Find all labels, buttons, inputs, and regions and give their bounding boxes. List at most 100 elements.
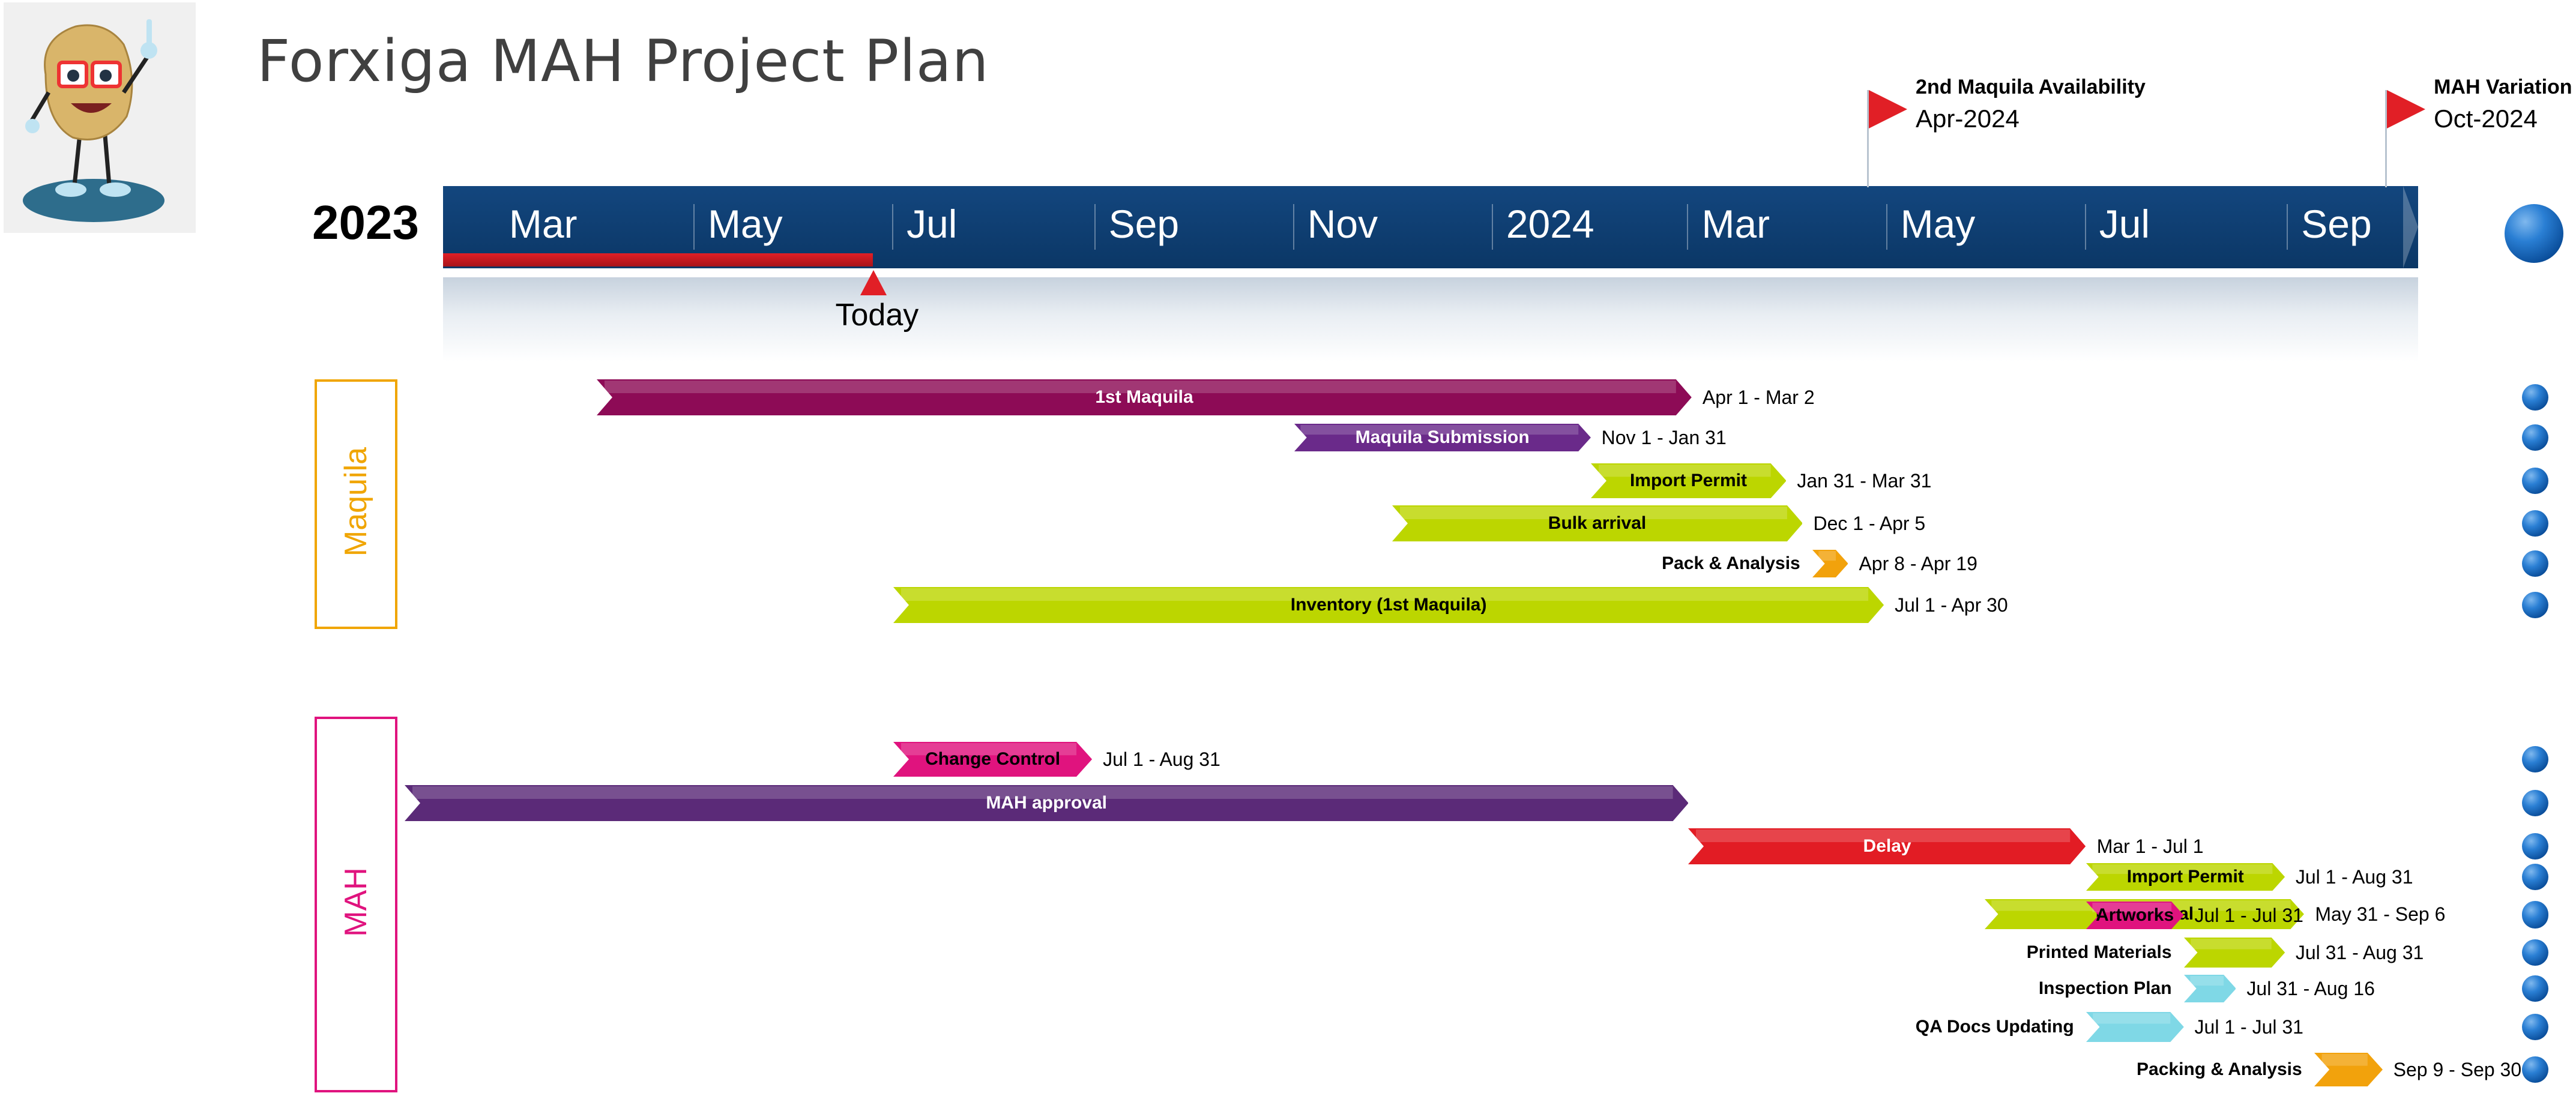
blue-sphere-icon [2522, 510, 2548, 537]
task-bar[interactable] [2086, 863, 2285, 891]
task-bar[interactable] [2086, 902, 2184, 929]
task-label: Delay [1863, 836, 1911, 856]
task-dates: Jul 31 - Aug 16 [2246, 978, 2375, 999]
task-dates: Mar 1 - Jul 1 [2096, 836, 2204, 857]
task-dates: Sep 9 - Sep 30 [2393, 1059, 2522, 1080]
red-flag-icon [1869, 90, 1908, 128]
page-title: Forxiga MAH Project Plan [257, 28, 989, 95]
task-dates: Jul 1 - Jul 31 [2194, 1016, 2303, 1038]
today-progress-bar [443, 253, 873, 266]
mascot-pointing-icon [4, 2, 196, 233]
tick-label: Sep [2301, 202, 2372, 246]
blue-sphere-icon [2522, 939, 2548, 966]
milestone-title: 2nd Maquila Availability [1916, 76, 2146, 98]
blue-sphere-icon [2522, 550, 2548, 577]
task-dates: Jul 1 - Aug 31 [2295, 866, 2413, 888]
milestone-pole [1867, 90, 1869, 187]
blue-sphere-icon [2522, 592, 2548, 618]
task-dates: Jan 31 - Mar 31 [1797, 470, 1932, 492]
task-dates: Jul 31 - Aug 31 [2295, 942, 2424, 963]
task-label: Printed Materials [2026, 942, 2172, 962]
swimlane-label: Maquila [339, 447, 373, 557]
swimlane-mah [315, 717, 397, 1092]
milestone-date: Oct-2024 [2434, 104, 2538, 133]
task-dates: Apr 1 - Mar 2 [1702, 387, 1815, 408]
task-label: Import Permit [1629, 471, 1747, 490]
tick-divider [2287, 204, 2288, 250]
task-bar[interactable] [893, 742, 1093, 777]
task-bar[interactable] [1812, 550, 1848, 577]
tick-label: Mar [508, 202, 578, 246]
swimlane-label: MAH [339, 867, 373, 937]
task-dates: Jul 1 - Aug 31 [1103, 748, 1220, 770]
task-bar[interactable] [1590, 463, 1787, 498]
task-label: Artworks [2096, 905, 2174, 925]
today-marker [860, 270, 887, 295]
task-label: Packing & Analysis [2137, 1059, 2302, 1079]
task-label: QA Docs Updating [1915, 1017, 2074, 1037]
task-dates: Dec 1 - Apr 5 [1813, 513, 1926, 534]
blue-sphere-icon [2522, 468, 2548, 494]
blue-sphere-icon [2522, 746, 2548, 772]
task-bar[interactable] [404, 785, 1689, 821]
task-bar[interactable] [1392, 505, 1803, 541]
task-label: MAH approval [986, 793, 1108, 813]
task-dates: May 31 - Sep 6 [2315, 903, 2446, 925]
task-bar[interactable] [893, 587, 1884, 623]
task-label: Bulk arrival [1548, 513, 1647, 533]
task-label: Import Permit [2126, 867, 2244, 887]
tick-divider [1491, 204, 1493, 250]
task-bar[interactable] [2183, 938, 2285, 968]
tick-label: Nov [1307, 202, 1378, 246]
blue-sphere-icon [2505, 204, 2563, 263]
tick-label: May [707, 202, 783, 246]
tick-divider [1687, 204, 1689, 250]
task-label: 1st Maquila [1095, 387, 1193, 407]
tick-divider [892, 204, 894, 250]
tick-label: 2024 [1506, 202, 1594, 246]
blue-sphere-icon [2522, 1056, 2548, 1083]
timescale-band-tip [2403, 186, 2418, 268]
task-dates: Nov 1 - Jan 31 [1601, 427, 1727, 448]
blue-sphere-icon [2522, 833, 2548, 860]
tick-label: Jul [2099, 202, 2150, 246]
task-bar[interactable] [597, 379, 1692, 415]
blue-sphere-icon [2522, 902, 2548, 929]
year-label: 2023 [312, 196, 419, 249]
blue-sphere-icon [2522, 864, 2548, 890]
tick-label: Jul [906, 202, 958, 246]
task-dates: Jul 1 - Apr 30 [1895, 594, 2008, 616]
tick-label: May [1900, 202, 1976, 246]
milestone-date: Apr-2024 [1916, 104, 2019, 133]
tick-divider [693, 204, 695, 250]
task-bar[interactable] [2314, 1053, 2383, 1086]
blue-sphere-icon [2522, 790, 2548, 816]
timescale-shadow [443, 277, 2418, 361]
swimlane-maquila [315, 379, 397, 629]
blue-sphere-icon [2522, 1014, 2548, 1040]
task-label: Maquila Submission [1355, 427, 1530, 447]
task-label: Inventory (1st Maquila) [1290, 595, 1487, 615]
task-bar[interactable] [2183, 975, 2236, 1002]
tick-divider [2084, 204, 2086, 250]
task-label: Pack & Analysis [1662, 553, 1800, 573]
tick-label: Sep [1108, 202, 1180, 246]
task-bar[interactable] [2086, 1012, 2184, 1042]
task-bar[interactable] [1294, 424, 1591, 451]
task-bar[interactable] [1688, 828, 2086, 864]
milestone-title: MAH Variation [2434, 76, 2572, 98]
red-flag-icon [2387, 90, 2426, 128]
tick-divider [1293, 204, 1294, 250]
milestone-pole [2385, 90, 2387, 187]
task-dates: Jul 1 - Jul 31 [2194, 905, 2303, 926]
blue-sphere-icon [2522, 424, 2548, 451]
tick-divider [1886, 204, 1887, 250]
blue-sphere-icon [2522, 975, 2548, 1002]
today-label: Today [835, 298, 919, 333]
task-dates: Apr 8 - Apr 19 [1859, 553, 1977, 574]
task-label: Change Control [925, 749, 1061, 769]
task-label: Inspection Plan [2038, 978, 2172, 998]
blue-sphere-icon [2522, 384, 2548, 411]
tick-label: Mar [1701, 202, 1770, 246]
